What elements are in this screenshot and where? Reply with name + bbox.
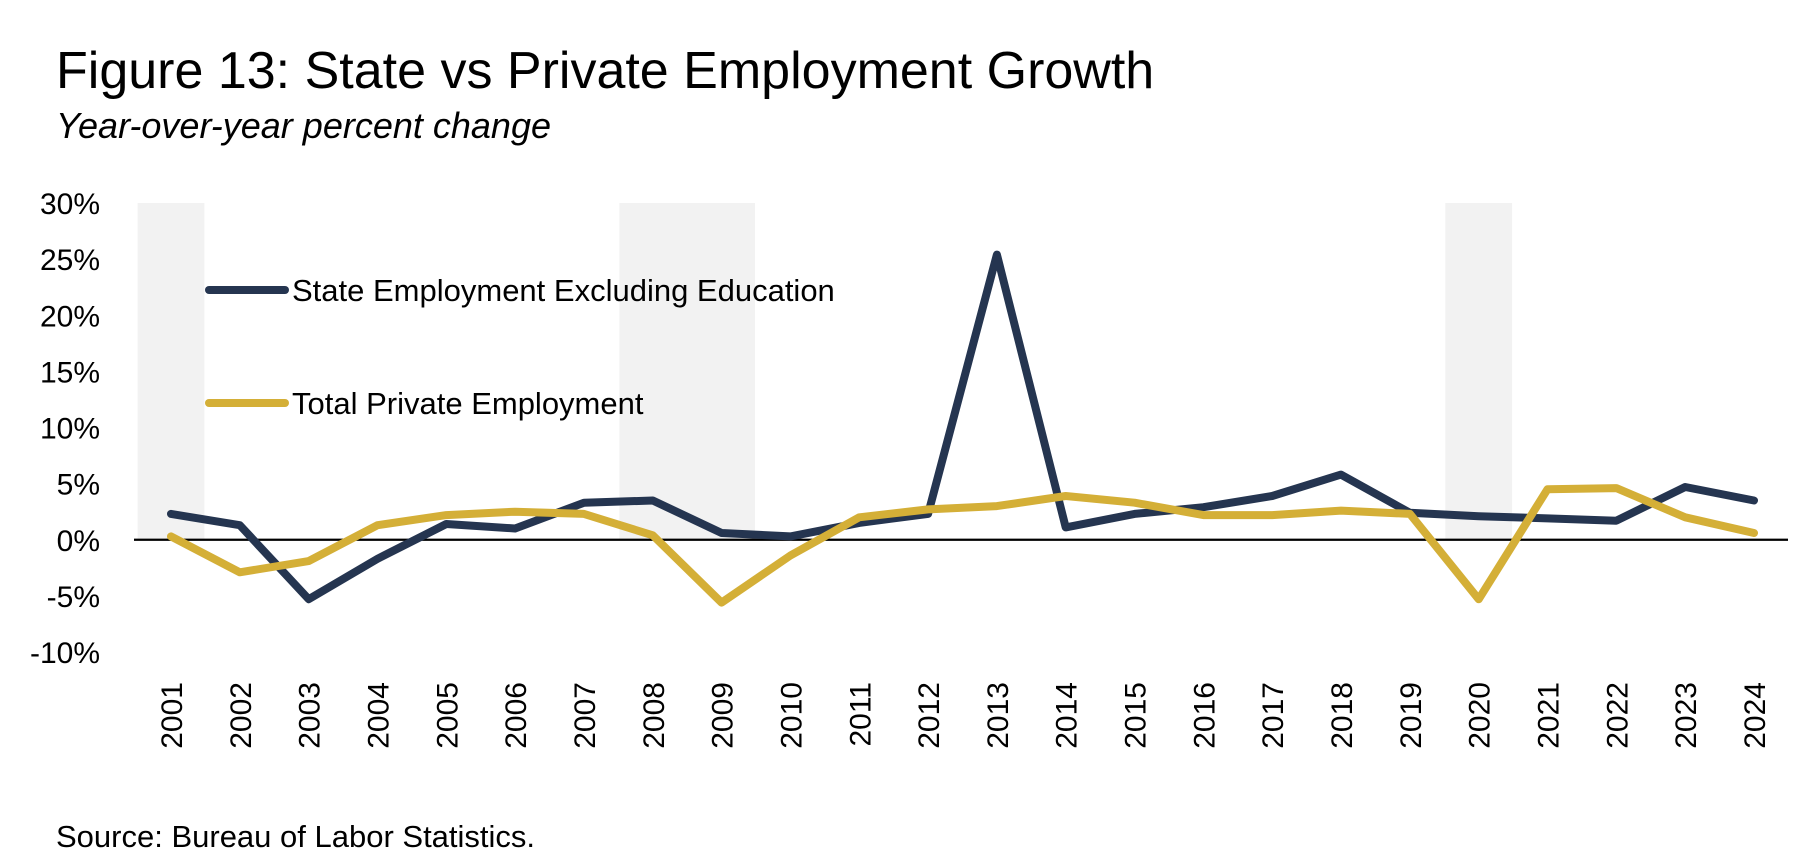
data-point-private-2021: [1544, 485, 1552, 493]
y-tick-label: 5%: [57, 469, 100, 502]
data-point-private-2008: [649, 531, 657, 539]
x-tick-label: 2016: [1188, 682, 1221, 749]
chart-subtitle: Year-over-year percent change: [56, 105, 551, 146]
data-point-state-2017: [1268, 492, 1276, 500]
data-point-state-2007: [580, 499, 588, 507]
data-point-private-2019: [1406, 510, 1414, 518]
source-note: Source: Bureau of Labor Statistics.: [56, 819, 536, 854]
data-point-state-2018: [1337, 471, 1345, 479]
data-point-private-2023: [1681, 513, 1689, 521]
y-tick-label: -5%: [47, 581, 100, 614]
data-point-state-2004: [373, 555, 381, 563]
x-tick-label: 2020: [1464, 682, 1497, 749]
x-tick-label: 2019: [1395, 682, 1428, 749]
data-point-state-2002: [236, 521, 244, 529]
y-tick-label: 20%: [40, 300, 100, 333]
y-tick-label: 30%: [40, 188, 100, 221]
data-point-state-2003: [305, 595, 313, 603]
data-point-state-2024: [1750, 496, 1758, 504]
x-tick-label: 2015: [1120, 682, 1153, 749]
x-tick-label: 2012: [913, 682, 946, 749]
x-tick-label: 2001: [156, 682, 189, 749]
x-tick-label: 2023: [1670, 682, 1703, 749]
recession-shading-2020: [1445, 203, 1513, 540]
y-tick-label: -10%: [30, 637, 100, 670]
data-point-state-2020: [1475, 512, 1483, 520]
y-tick-label: 15%: [40, 356, 100, 389]
x-tick-label: 2004: [362, 682, 395, 749]
x-tick-label: 2017: [1257, 682, 1290, 749]
y-tick-label: 0%: [57, 525, 100, 558]
data-point-state-2006: [511, 525, 519, 533]
data-point-private-2009: [718, 599, 726, 607]
data-point-state-2015: [1131, 510, 1139, 518]
data-point-private-2002: [236, 568, 244, 576]
data-point-state-2001: [167, 510, 175, 518]
x-tick-label: 2024: [1739, 682, 1772, 749]
x-tick-label: 2013: [982, 682, 1015, 749]
x-tick-label: 2006: [500, 682, 533, 749]
legend-label-state: State Employment Excluding Education: [292, 273, 835, 308]
data-point-private-2018: [1337, 507, 1345, 515]
series-line-state: [167, 250, 1758, 604]
data-point-private-2013: [993, 502, 1001, 510]
data-point-private-2011: [855, 513, 863, 521]
series-line-private: [167, 484, 1758, 607]
data-point-private-2010: [786, 551, 794, 559]
x-tick-label: 2002: [225, 682, 258, 749]
data-point-private-2016: [1199, 511, 1207, 519]
data-point-state-2005: [442, 520, 450, 528]
data-point-state-2014: [1062, 523, 1070, 531]
x-tick-label: 2018: [1326, 682, 1359, 749]
data-point-state-2021: [1544, 514, 1552, 522]
data-point-state-2009: [718, 529, 726, 537]
data-point-private-2006: [511, 508, 519, 516]
data-point-private-2022: [1612, 484, 1620, 492]
data-point-private-2015: [1131, 499, 1139, 507]
recession-shading-2008: [619, 203, 756, 540]
x-tick-label: 2005: [431, 682, 464, 749]
data-point-private-2005: [442, 511, 450, 519]
data-point-state-2013: [993, 251, 1001, 259]
recession-shading-2001: [137, 203, 205, 540]
x-tick-label: 2011: [844, 682, 877, 747]
data-point-state-2016: [1199, 503, 1207, 511]
data-point-private-2020: [1475, 595, 1483, 603]
data-point-state-2022: [1612, 517, 1620, 525]
data-point-state-2008: [649, 496, 657, 504]
x-tick-label: 2007: [569, 682, 602, 749]
x-tick-label: 2021: [1533, 682, 1566, 749]
data-point-private-2003: [305, 557, 313, 565]
x-tick-label: 2022: [1601, 682, 1634, 749]
data-point-private-2014: [1062, 492, 1070, 500]
x-tick-label: 2009: [707, 682, 740, 749]
data-point-private-2024: [1750, 529, 1758, 537]
line-chart: -10% -5% 0% 5% 10% 15% 20% 25% 30% 2001 2002 2003 20…: [30, 188, 1788, 749]
x-tick-label: 2014: [1051, 682, 1084, 749]
legend-label-private: Total Private Employment: [292, 386, 644, 421]
y-tick-label: 25%: [40, 244, 100, 277]
data-point-private-2001: [167, 532, 175, 540]
x-tick-label: 2003: [294, 682, 327, 749]
data-point-state-2010: [786, 532, 794, 540]
x-tick-label: 2010: [775, 682, 808, 749]
y-tick-label: 10%: [40, 413, 100, 446]
data-point-private-2007: [580, 510, 588, 518]
data-point-private-2012: [924, 505, 932, 513]
x-tick-label: 2008: [638, 682, 671, 749]
chart-title: Figure 13: State vs Private Employment G…: [56, 42, 1155, 100]
data-point-state-2023: [1681, 483, 1689, 491]
data-point-private-2017: [1268, 511, 1276, 519]
data-point-private-2004: [373, 521, 381, 529]
